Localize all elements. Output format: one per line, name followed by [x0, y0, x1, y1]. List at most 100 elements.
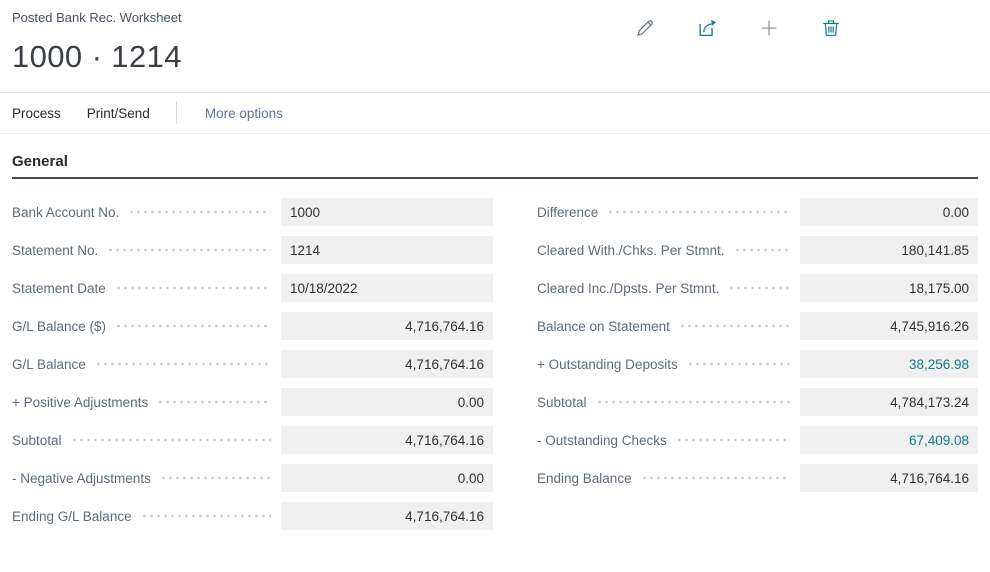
- field-row-outstanding-checks: - Outstanding Checks 67,409.08: [537, 426, 978, 454]
- field-value-box[interactable]: 4,716,764.16: [800, 464, 978, 492]
- field-row-ending-gl-balance: Ending G/L Balance 4,716,764.16: [12, 502, 493, 530]
- field-value: 4,716,764.16: [405, 318, 484, 334]
- field-label: G/L Balance ($): [12, 318, 107, 334]
- general-fields-grid: Bank Account No. 1000 Statement No. 1214…: [12, 198, 978, 540]
- dotted-leader: [640, 476, 790, 480]
- dotted-leader: [107, 248, 271, 252]
- dotted-leader: [595, 400, 790, 404]
- field-label: Statement No.: [12, 242, 99, 258]
- field-value-box[interactable]: 18,175.00: [800, 274, 978, 302]
- field-label: G/L Balance: [12, 356, 86, 372]
- menu-print-send[interactable]: Print/Send: [86, 105, 150, 121]
- toolbar-icon-row: [632, 15, 844, 41]
- share-button[interactable]: [694, 15, 720, 41]
- field-label: Subtotal: [537, 394, 587, 410]
- field-value: 4,784,173.24: [890, 394, 969, 410]
- share-icon: [699, 19, 716, 36]
- field-label: + Outstanding Deposits: [537, 356, 678, 372]
- field-row-outstanding-deposits: + Outstanding Deposits 38,256.98: [537, 350, 978, 378]
- menu-divider: [0, 133, 990, 134]
- dotted-leader: [140, 514, 271, 518]
- field-value-box[interactable]: 38,256.98: [800, 350, 978, 378]
- field-label: Subtotal: [12, 432, 62, 448]
- dotted-leader: [128, 210, 271, 214]
- dotted-leader: [733, 248, 790, 252]
- field-value-drilldown-link[interactable]: 38,256.98: [908, 356, 969, 372]
- field-value-box[interactable]: 4,716,764.16: [281, 502, 493, 530]
- field-row-ending-balance: Ending Balance 4,716,764.16: [537, 464, 978, 492]
- field-row-cleared-withdrawals: Cleared With./Chks. Per Stmnt. 180,141.8…: [537, 236, 978, 264]
- field-value: 1000: [290, 204, 321, 220]
- field-label: Cleared Inc./Dpsts. Per Stmnt.: [537, 280, 720, 296]
- field-label: + Positive Adjustments: [12, 394, 149, 410]
- field-value-box[interactable]: 0.00: [800, 198, 978, 226]
- field-label: Bank Account No.: [12, 204, 120, 220]
- dotted-leader: [728, 286, 790, 290]
- field-label: Ending Balance: [537, 470, 632, 486]
- fields-column-right: Difference 0.00 Cleared With./Chks. Per …: [537, 198, 978, 540]
- field-value: 18,175.00: [908, 280, 969, 296]
- field-value-box[interactable]: 10/18/2022: [281, 274, 493, 302]
- field-row-subtotal-left: Subtotal 4,716,764.16: [12, 426, 493, 454]
- field-value-drilldown-link[interactable]: 67,409.08: [908, 432, 969, 448]
- field-value-box[interactable]: 1000: [281, 198, 493, 226]
- dotted-leader: [678, 324, 790, 328]
- field-value: 180,141.85: [901, 242, 969, 258]
- field-value-box[interactable]: 0.00: [281, 464, 493, 492]
- field-value-box[interactable]: 180,141.85: [800, 236, 978, 264]
- dotted-leader: [686, 362, 790, 366]
- field-label: Cleared With./Chks. Per Stmnt.: [537, 242, 725, 258]
- field-value-box[interactable]: 67,409.08: [800, 426, 978, 454]
- page-caption: Posted Bank Rec. Worksheet: [12, 10, 182, 25]
- field-label: Difference: [537, 204, 599, 220]
- dotted-leader: [114, 286, 271, 290]
- field-value-box[interactable]: 4,716,764.16: [281, 350, 493, 378]
- pencil-icon: [637, 20, 653, 36]
- field-row-subtotal-right: Subtotal 4,784,173.24: [537, 388, 978, 416]
- field-row-gl-balance: G/L Balance 4,716,764.16: [12, 350, 493, 378]
- field-value: 4,745,916.26: [890, 318, 969, 334]
- general-section-header[interactable]: General: [12, 153, 978, 179]
- menu-more-options[interactable]: More options: [204, 105, 283, 121]
- field-label: - Negative Adjustments: [12, 470, 151, 486]
- field-value: 4,716,764.16: [405, 356, 484, 372]
- field-value-box[interactable]: 1214: [281, 236, 493, 264]
- field-value: 0.00: [457, 470, 484, 486]
- dotted-leader: [159, 476, 271, 480]
- field-label: Balance on Statement: [537, 318, 670, 334]
- field-label: - Outstanding Checks: [537, 432, 667, 448]
- field-row-cleared-deposits: Cleared Inc./Dpsts. Per Stmnt. 18,175.00: [537, 274, 978, 302]
- fields-column-left: Bank Account No. 1000 Statement No. 1214…: [12, 198, 493, 540]
- dotted-leader: [115, 324, 271, 328]
- title-divider: [0, 92, 990, 93]
- field-value-box[interactable]: 4,784,173.24: [800, 388, 978, 416]
- edit-button[interactable]: [632, 15, 658, 41]
- field-value-box[interactable]: 4,745,916.26: [800, 312, 978, 340]
- field-label: Ending G/L Balance: [12, 508, 132, 524]
- field-row-statement-no: Statement No. 1214: [12, 236, 493, 264]
- delete-button[interactable]: [818, 15, 844, 41]
- dotted-leader: [157, 400, 271, 404]
- new-button[interactable]: [756, 15, 782, 41]
- posted-bank-rec-worksheet-page: Posted Bank Rec. Worksheet: [0, 10, 990, 540]
- field-value: 10/18/2022: [290, 280, 358, 296]
- dotted-leader: [675, 438, 790, 442]
- field-value-box[interactable]: 4,716,764.16: [281, 426, 493, 454]
- field-row-gl-balance-lcy: G/L Balance ($) 4,716,764.16: [12, 312, 493, 340]
- field-value: 1214: [290, 242, 321, 258]
- menu-process[interactable]: Process: [12, 105, 61, 121]
- page-title: 1000 · 1214: [12, 39, 182, 74]
- field-row-bank-account-no: Bank Account No. 1000: [12, 198, 493, 226]
- field-value-box[interactable]: 4,716,764.16: [281, 312, 493, 340]
- top-bar: Posted Bank Rec. Worksheet: [12, 10, 978, 36]
- dotted-leader: [607, 210, 790, 214]
- field-row-statement-date: Statement Date 10/18/2022: [12, 274, 493, 302]
- field-value-box[interactable]: 0.00: [281, 388, 493, 416]
- plus-icon: [761, 20, 777, 36]
- field-value: 4,716,764.16: [405, 432, 484, 448]
- menu-separator: [175, 102, 177, 124]
- field-row-difference: Difference 0.00: [537, 198, 978, 226]
- field-value: 4,716,764.16: [405, 508, 484, 524]
- field-value: 4,716,764.16: [890, 470, 969, 486]
- field-row-negative-adjustments: - Negative Adjustments 0.00: [12, 464, 493, 492]
